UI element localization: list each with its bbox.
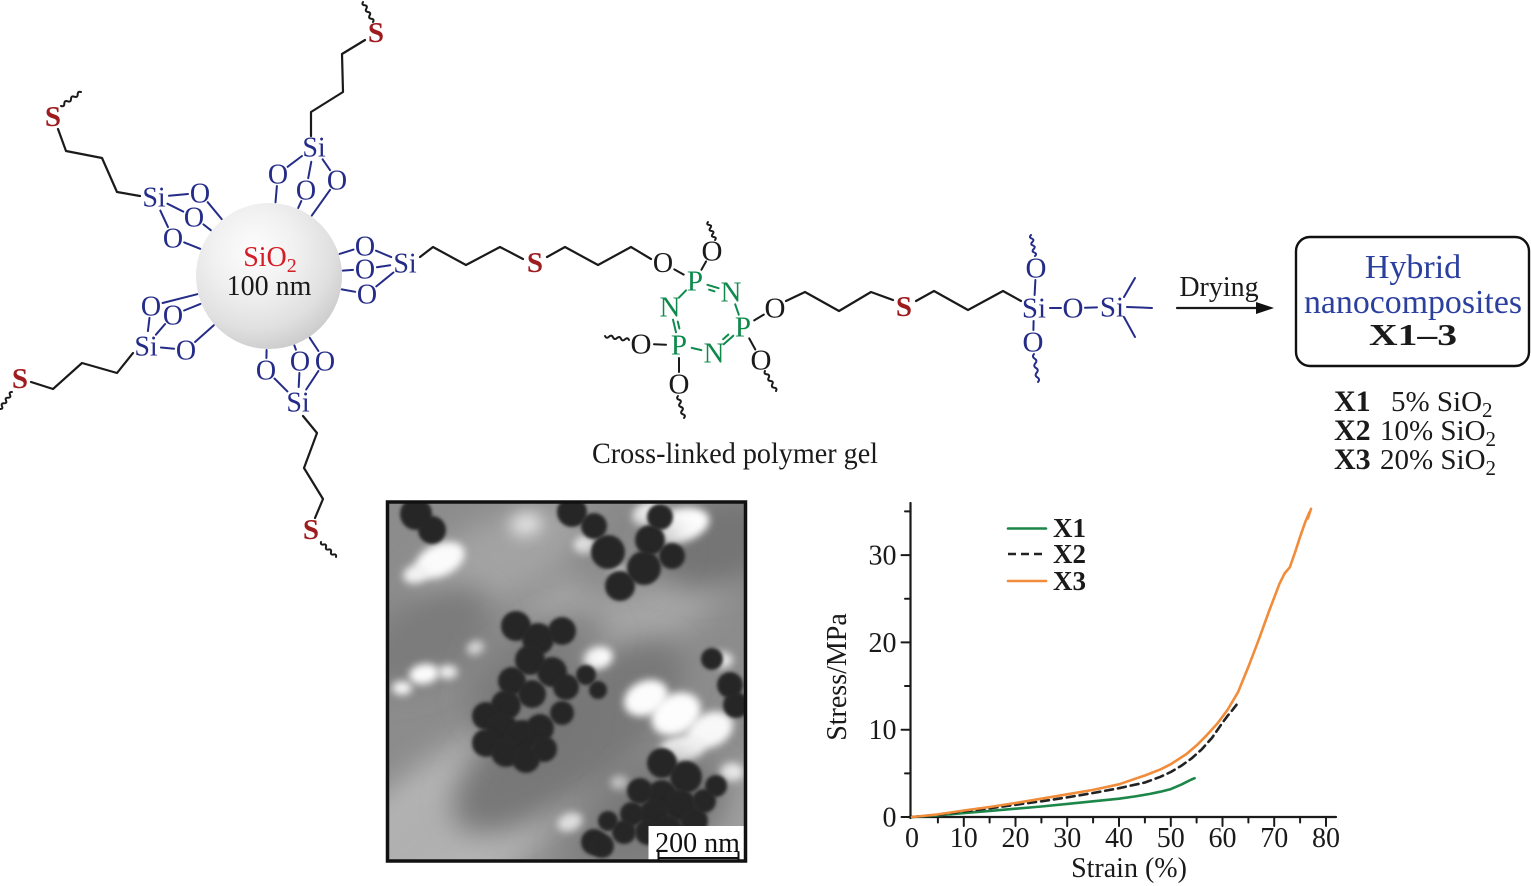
- svg-text:Si: Si: [302, 133, 326, 164]
- svg-text:O: O: [176, 336, 196, 367]
- svg-text:20: 20: [1002, 823, 1030, 854]
- svg-text:Drying: Drying: [1179, 272, 1258, 303]
- svg-text:S: S: [368, 17, 384, 49]
- svg-text:P: P: [671, 330, 687, 362]
- svg-text:O: O: [296, 176, 316, 207]
- svg-text:Hybrid: Hybrid: [1365, 249, 1461, 286]
- svg-text:10: 10: [869, 715, 897, 746]
- svg-text:60: 60: [1209, 823, 1237, 854]
- svg-text:30: 30: [869, 541, 897, 572]
- svg-text:O: O: [290, 347, 310, 378]
- svg-text:200 nm: 200 nm: [655, 828, 740, 859]
- svg-text:Strain (%): Strain (%): [1071, 853, 1187, 884]
- svg-text:Si: Si: [286, 388, 310, 419]
- svg-text:O: O: [669, 369, 690, 401]
- svg-text:0: 0: [883, 803, 897, 834]
- svg-text:O: O: [190, 179, 210, 210]
- svg-text:0: 0: [905, 823, 919, 854]
- svg-text:P: P: [735, 312, 751, 344]
- svg-text:O: O: [751, 345, 772, 377]
- svg-text:N: N: [660, 292, 681, 324]
- svg-text:S: S: [527, 247, 543, 279]
- svg-text:O: O: [1063, 293, 1084, 325]
- svg-text:S: S: [896, 291, 912, 323]
- svg-text:X1–3: X1–3: [1369, 317, 1457, 352]
- svg-text:100 nm: 100 nm: [227, 271, 312, 302]
- svg-text:O: O: [268, 160, 288, 191]
- svg-text:O: O: [357, 280, 377, 311]
- svg-text:O: O: [141, 292, 161, 323]
- svg-text:70: 70: [1260, 823, 1288, 854]
- svg-text:X3: X3: [1334, 443, 1371, 476]
- svg-text:X2: X2: [1334, 414, 1371, 447]
- svg-text:O: O: [355, 255, 375, 286]
- svg-text:O: O: [1026, 253, 1047, 285]
- svg-text:80: 80: [1312, 823, 1340, 854]
- svg-text:O: O: [631, 329, 652, 361]
- svg-text:X2: X2: [1053, 539, 1086, 569]
- svg-text:Cross-linked polymer gel: Cross-linked polymer gel: [592, 437, 878, 470]
- svg-text:N: N: [721, 277, 742, 309]
- svg-text:50: 50: [1157, 823, 1185, 854]
- svg-text:S: S: [45, 101, 61, 133]
- svg-text:nanocomposites: nanocomposites: [1304, 284, 1522, 321]
- svg-text:X1: X1: [1053, 513, 1086, 543]
- svg-text:Si: Si: [134, 332, 158, 363]
- svg-text:N: N: [704, 338, 725, 370]
- svg-text:10: 10: [950, 823, 978, 854]
- svg-text:Si: Si: [1022, 293, 1046, 325]
- svg-text:O: O: [702, 236, 723, 268]
- svg-text:O: O: [315, 347, 335, 378]
- svg-text:O: O: [256, 356, 276, 387]
- svg-text:Stress/MPa: Stress/MPa: [822, 613, 853, 741]
- svg-text:X1: X1: [1334, 385, 1371, 418]
- svg-text:O: O: [355, 232, 375, 263]
- svg-text:O: O: [184, 203, 204, 234]
- svg-text:S: S: [12, 363, 28, 395]
- svg-text:O: O: [327, 166, 347, 197]
- svg-text:P: P: [687, 266, 703, 298]
- svg-text:Si: Si: [393, 249, 417, 280]
- svg-text:10% SiO2: 10% SiO2: [1380, 415, 1496, 451]
- svg-text:O: O: [163, 224, 183, 255]
- svg-text:Si: Si: [1100, 292, 1124, 324]
- svg-text:O: O: [163, 301, 183, 332]
- svg-text:20: 20: [869, 628, 897, 659]
- svg-text:30: 30: [1053, 823, 1081, 854]
- svg-text:Si: Si: [142, 183, 166, 214]
- svg-text:S: S: [303, 514, 319, 546]
- svg-text:O: O: [653, 248, 673, 279]
- svg-text:O: O: [765, 293, 786, 325]
- svg-text:5% SiO2: 5% SiO2: [1391, 386, 1493, 422]
- svg-text:20% SiO2: 20% SiO2: [1380, 444, 1496, 480]
- svg-text:X3: X3: [1053, 566, 1086, 596]
- svg-text:O: O: [1023, 327, 1044, 359]
- svg-text:40: 40: [1105, 823, 1133, 854]
